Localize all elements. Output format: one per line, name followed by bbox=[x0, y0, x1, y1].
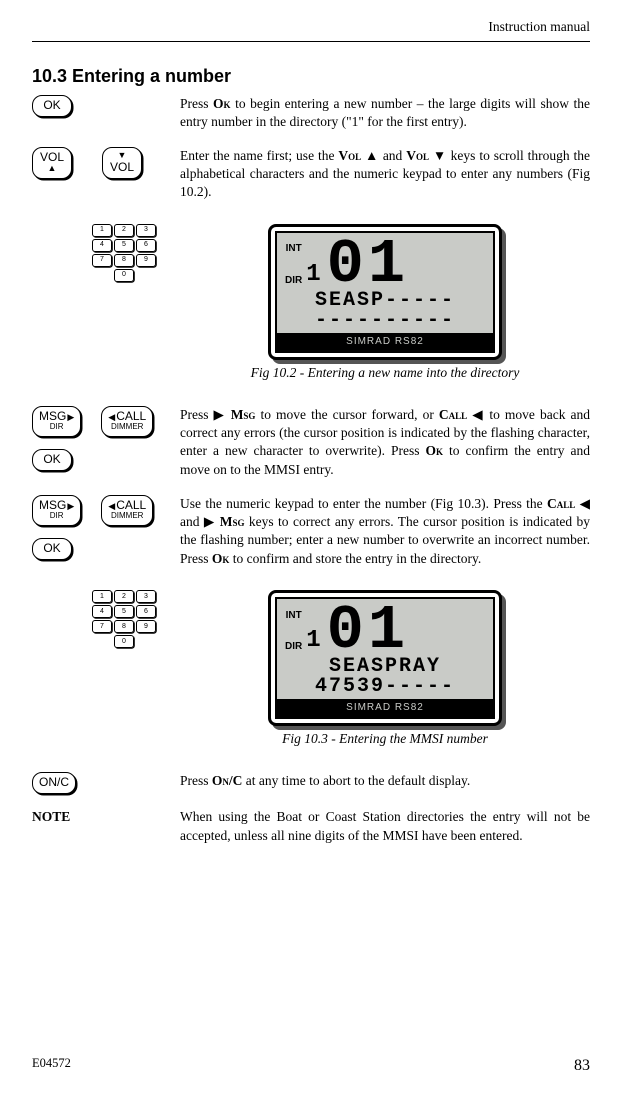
lcd-dir-2: DIR bbox=[285, 640, 302, 654]
p2-vol2: Vol bbox=[406, 148, 429, 163]
row-vol: VOL VOL Enter the name first; use the Vo… bbox=[32, 147, 590, 208]
lcd-dir-1: DIR bbox=[285, 274, 302, 288]
p4-ok: Ok bbox=[212, 551, 230, 566]
para-1: Press Ok to begin entering a new number … bbox=[180, 95, 590, 137]
row-fig-2: 1 2 3 4 5 6 7 8 9 0 INT DIR 1 01 bbox=[32, 584, 590, 762]
key2-3: 3 bbox=[136, 590, 156, 603]
keypad-icon-1: 1 2 3 4 5 6 7 8 9 0 bbox=[92, 224, 180, 282]
row-msg-call-2: MSGDIR CALLDIMMER OK Use the numeric key… bbox=[32, 495, 590, 574]
note-label: NOTE bbox=[32, 808, 180, 826]
para-5: Press On/C at any time to abort to the d… bbox=[180, 772, 590, 796]
dir-sub-2: DIR bbox=[50, 512, 64, 521]
p4-d: to confirm and store the entry in the di… bbox=[229, 551, 481, 566]
p2-a: Enter the name first; use the bbox=[180, 148, 338, 163]
ok-button-icon: OK bbox=[32, 95, 72, 117]
footer-page-number: 83 bbox=[574, 1055, 590, 1077]
note-text: When using the Boat or Coast Station dir… bbox=[180, 808, 590, 850]
msg-button-icon-2: MSGDIR bbox=[32, 495, 81, 526]
lcd-screen-fig1: INT DIR 1 01 SEASP----- ---------- SIMRA… bbox=[268, 224, 502, 360]
p3-ok: Ok bbox=[426, 443, 444, 458]
key2-2: 2 bbox=[114, 590, 134, 603]
key-8: 8 bbox=[114, 254, 134, 267]
p5-onc: On/C bbox=[212, 773, 243, 788]
key-9: 9 bbox=[136, 254, 156, 267]
lcd-line2-fig2: 47539----- bbox=[285, 677, 485, 697]
lcd-small-2: 1 bbox=[306, 631, 324, 651]
lcd-brand-2: SIMRAD RS82 bbox=[277, 699, 493, 717]
lcd-line1-fig1: SEASP----- bbox=[285, 291, 485, 311]
onc-button-icon: ON/C bbox=[32, 772, 76, 794]
key-6: 6 bbox=[136, 239, 156, 252]
dimmer-sub-2: DIMMER bbox=[111, 512, 143, 521]
fig2-caption: Fig 10.3 - Entering the MMSI number bbox=[180, 730, 590, 748]
ok-button-icon-2: OK bbox=[32, 449, 72, 471]
p3-a: Press ▶ bbox=[180, 407, 231, 422]
vol-label-2: VOL bbox=[110, 161, 134, 174]
key-7: 7 bbox=[92, 254, 112, 267]
p3-msg: Msg bbox=[231, 407, 256, 422]
p3-b: to move the cursor forward, or bbox=[255, 407, 438, 422]
row-onc: ON/C Press On/C at any time to abort to … bbox=[32, 772, 590, 798]
key-3: 3 bbox=[136, 224, 156, 237]
key2-1: 1 bbox=[92, 590, 112, 603]
row-note: NOTE When using the Boat or Coast Statio… bbox=[32, 808, 590, 850]
key2-9: 9 bbox=[136, 620, 156, 633]
key2-0: 0 bbox=[114, 635, 134, 648]
msg-button-icon-1: MSGDIR bbox=[32, 406, 81, 437]
p1-ok: Ok bbox=[213, 96, 231, 111]
key2-5: 5 bbox=[114, 605, 134, 618]
p2-b: ▲ and bbox=[361, 148, 406, 163]
para-3: Press ▶ Msg to move the cursor forward, … bbox=[180, 406, 590, 485]
key2-4: 4 bbox=[92, 605, 112, 618]
p4-a: Use the numeric keypad to enter the numb… bbox=[180, 496, 547, 511]
p5-b: at any time to abort to the default disp… bbox=[242, 773, 470, 788]
key-5: 5 bbox=[114, 239, 134, 252]
keypad-icon-2: 1 2 3 4 5 6 7 8 9 0 bbox=[92, 590, 180, 648]
para-4: Use the numeric keypad to enter the numb… bbox=[180, 495, 590, 574]
lcd-screen-fig2: INT DIR 1 01 SEASPRAY 47539----- SIMRAD … bbox=[268, 590, 502, 726]
footer-code: E04572 bbox=[32, 1055, 71, 1077]
p1-text-a: Press bbox=[180, 96, 213, 111]
para-2: Enter the name first; use the Vol ▲ and … bbox=[180, 147, 590, 208]
row-ok: OK Press Ok to begin entering a new numb… bbox=[32, 95, 590, 137]
p1-text-b: to begin entering a new number – the lar… bbox=[180, 96, 590, 129]
page-footer: E04572 83 bbox=[32, 1055, 590, 1077]
lcd-int-2: INT bbox=[285, 609, 302, 623]
ok-button-icon-3: OK bbox=[32, 538, 72, 560]
lcd-line1-fig2: SEASPRAY bbox=[285, 657, 485, 677]
p4-msg: Msg bbox=[220, 514, 245, 529]
key-4: 4 bbox=[92, 239, 112, 252]
key-0: 0 bbox=[114, 269, 134, 282]
lcd-big-1: 01 bbox=[327, 239, 409, 292]
key2-7: 7 bbox=[92, 620, 112, 633]
row-msg-call-1: MSGDIR CALLDIMMER OK Press ▶ Msg to move… bbox=[32, 406, 590, 485]
p3-call: Call bbox=[439, 407, 467, 422]
lcd-big-2: 01 bbox=[327, 605, 409, 658]
dir-sub-1: DIR bbox=[50, 423, 64, 432]
key2-8: 8 bbox=[114, 620, 134, 633]
vol-up-button-icon: VOL bbox=[32, 147, 72, 179]
lcd-line2-fig1: ---------- bbox=[285, 311, 485, 331]
key-1: 1 bbox=[92, 224, 112, 237]
dimmer-sub-1: DIMMER bbox=[111, 423, 143, 432]
p2-vol1: Vol bbox=[338, 148, 361, 163]
lcd-small-1: 1 bbox=[306, 265, 324, 285]
note-text-content: When using the Boat or Coast Station dir… bbox=[180, 808, 590, 844]
row-fig-1: 1 2 3 4 5 6 7 8 9 0 INT DIR 1 01 bbox=[32, 218, 590, 396]
lcd-int-1: INT bbox=[285, 242, 302, 256]
lcd-brand-1: SIMRAD RS82 bbox=[277, 333, 493, 351]
key-2: 2 bbox=[114, 224, 134, 237]
key2-6: 6 bbox=[136, 605, 156, 618]
fig1-caption: Fig 10.2 - Entering a new name into the … bbox=[180, 364, 590, 382]
triangle-up-icon bbox=[48, 164, 57, 174]
p5-a: Press bbox=[180, 773, 212, 788]
header-title: Instruction manual bbox=[32, 18, 590, 42]
call-button-icon-1: CALLDIMMER bbox=[101, 406, 153, 437]
vol-down-button-icon: VOL bbox=[102, 147, 142, 179]
call-button-icon-2: CALLDIMMER bbox=[101, 495, 153, 526]
p4-call: Call bbox=[547, 496, 575, 511]
section-heading: 10.3 Entering a number bbox=[32, 64, 590, 88]
